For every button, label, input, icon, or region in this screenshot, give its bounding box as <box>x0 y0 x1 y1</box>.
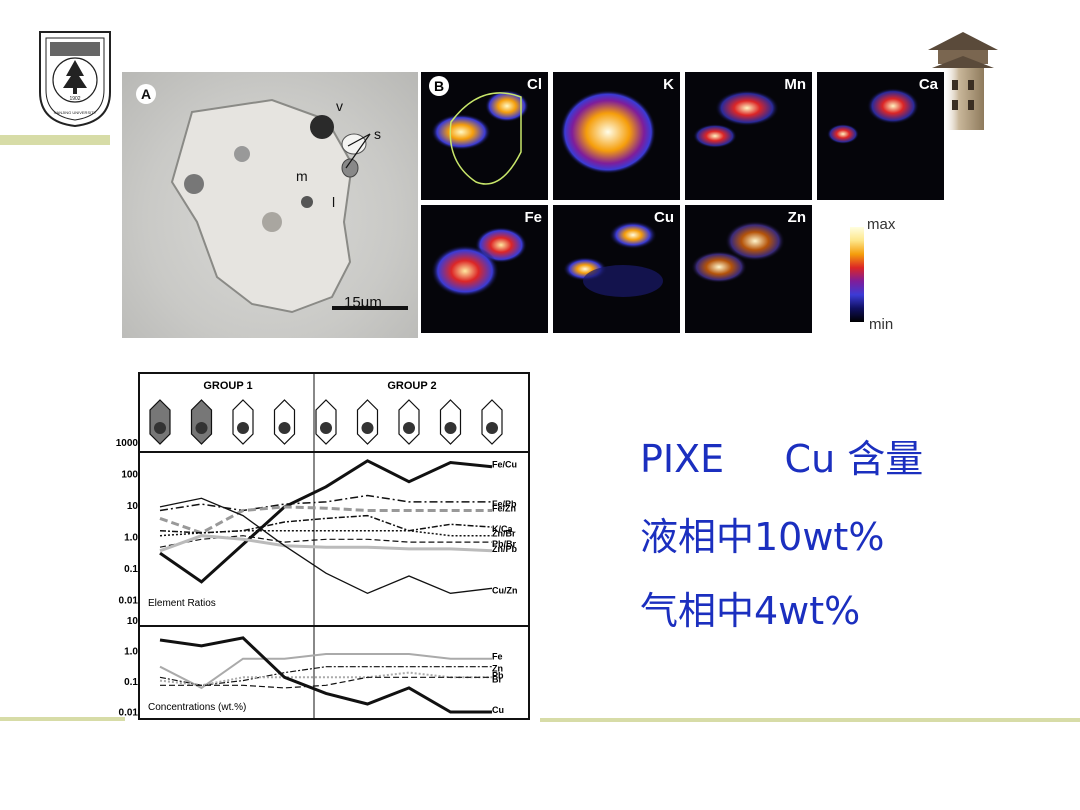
map-ca: Ca <box>817 72 944 200</box>
ytick-label: 1000 <box>116 438 139 449</box>
svg-text:1902: 1902 <box>69 96 80 102</box>
series-label-fe-zn: Fe/Zn <box>492 504 516 514</box>
colorbar-min-label: min <box>869 316 894 333</box>
bubble-icon <box>444 422 457 434</box>
map-label-zn: Zn <box>787 209 806 226</box>
group-2-label: GROUP 2 <box>387 380 436 392</box>
y-tick-labels: 1000 100 10 1.0 0.1 0.01 10 1.0 0.1 0.01 <box>116 438 139 719</box>
map-label-cu: Cu <box>654 209 674 226</box>
bubble-icon <box>237 422 249 434</box>
colorbar <box>850 227 864 322</box>
ytick-label: 10 <box>127 616 139 627</box>
series-line-zn <box>159 666 492 686</box>
map-label-ca: Ca <box>918 76 938 93</box>
series-label-br: Br <box>492 674 502 684</box>
series-line-br <box>160 676 492 689</box>
pixe-line-2: 液相中10wt% <box>640 515 885 559</box>
series-line-k-ca <box>159 514 493 534</box>
decor-stripe-bottom-left <box>0 717 125 721</box>
bubble-icon <box>403 422 415 434</box>
series-label-cu: Cu <box>492 705 504 715</box>
pixe-line-1: PIXE Cu 含量 <box>640 437 924 481</box>
decor-stripe-bottom-right <box>540 718 1080 722</box>
series-label-fe-pb: Fe/Pb <box>492 499 517 509</box>
label-s: s <box>374 126 381 142</box>
label-l: l <box>332 194 336 210</box>
ytick-label: 1.0 <box>124 647 138 658</box>
series-line-pb <box>159 671 492 687</box>
group-1-label: GROUP 1 <box>203 380 252 392</box>
series-label-zn-br: Zn/Br <box>492 529 516 539</box>
elemental-maps: Cl B K Mn Ca Fe Cu Zn max min <box>421 72 946 338</box>
series-line-zn-pb <box>159 534 493 553</box>
bubble-icon <box>320 422 332 434</box>
ytick-label: 0.1 <box>124 677 138 688</box>
panel-b-label: B <box>429 76 449 96</box>
ratio-concentration-figure: GROUP 1 GROUP 2 Fe/Cu Fe/Pb Fe/Zn K/Ca Zn/Br… <box>138 372 530 720</box>
series-line-fe-pb <box>159 494 492 512</box>
ytick-label: 1.0 <box>124 533 138 544</box>
crystal-icons <box>149 399 503 445</box>
scale-bar-label: 15μm <box>344 294 382 311</box>
series-label-zn: Zn <box>492 664 503 674</box>
label-m: m <box>296 168 308 184</box>
decor-stripe-top <box>0 135 110 145</box>
ytick-label: 0.01 <box>119 708 139 719</box>
series-label-pb-br: Pb/Br <box>492 539 517 549</box>
ytick-label: 10 <box>127 501 139 512</box>
pixe-line-3: 气相中4wt% <box>640 589 861 633</box>
tree-icon <box>63 60 87 88</box>
series-label-fe-cu: Fe/Cu <box>492 460 517 470</box>
university-logo: 1902 NANJING UNIVERSITY <box>39 31 111 128</box>
series-line-fe-zn <box>159 505 492 535</box>
map-label-k: K <box>663 76 674 93</box>
inclusion-drawing <box>170 98 408 314</box>
ytick-label: 100 <box>121 470 138 481</box>
bubble-icon <box>361 422 374 434</box>
svg-text:NANJING UNIVERSITY: NANJING UNIVERSITY <box>54 110 97 115</box>
map-k: K <box>553 72 680 200</box>
series-line-fe <box>159 653 492 690</box>
tower-decoration-icon <box>928 32 998 130</box>
map-cl: Cl B <box>421 72 548 200</box>
map-label-fe: Fe <box>524 209 542 226</box>
series-label-fe: Fe <box>492 652 503 662</box>
series-label-pb: Pb <box>492 670 504 680</box>
series-line-cu-zn <box>159 497 493 595</box>
map-cu: Cu <box>553 205 680 333</box>
series-label-k-ca: K/Ca <box>492 524 513 534</box>
map-mn: Mn <box>685 72 812 200</box>
series-label-zn-pb: Zn/Pb <box>492 544 517 554</box>
ratios-panel-title: Element Ratios <box>148 598 216 609</box>
panel-a-label: A <box>136 84 156 104</box>
concentration-panel-title: Concentrations (wt.%) <box>148 702 246 713</box>
map-zn: Zn <box>685 205 812 333</box>
ytick-label: 0.01 <box>119 596 139 607</box>
series-line-cu <box>159 636 492 714</box>
bubble-icon <box>195 422 208 434</box>
bubble-icon <box>154 422 166 434</box>
bubble-icon <box>278 422 291 434</box>
series-line-fe-cu <box>159 459 493 584</box>
ytick-label: 0.1 <box>124 564 138 575</box>
bubble-icon <box>486 422 498 434</box>
map-label-mn: Mn <box>784 76 806 93</box>
map-label-cl: Cl <box>527 76 542 93</box>
label-v: v <box>336 98 343 114</box>
inclusion-photo: A v s m l 15μm <box>122 72 418 338</box>
series-line-zn-br <box>159 529 492 537</box>
map-fe: Fe <box>421 205 548 333</box>
series-label-cu-zn: Cu/Zn <box>492 585 518 595</box>
colorbar-max-label: max <box>867 216 896 233</box>
